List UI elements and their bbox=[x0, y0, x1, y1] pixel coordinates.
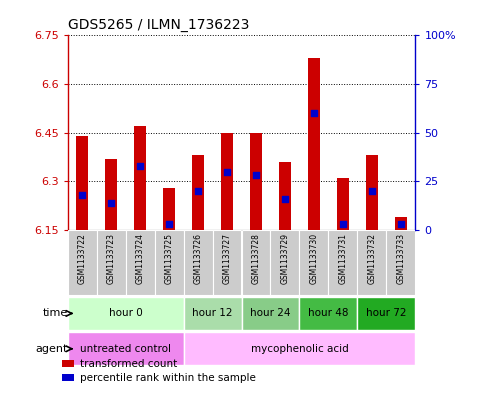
Text: hour 24: hour 24 bbox=[250, 309, 291, 318]
Text: GSM1133725: GSM1133725 bbox=[165, 233, 173, 284]
Bar bbox=[213, 230, 242, 295]
Bar bbox=[184, 332, 415, 365]
Bar bbox=[192, 155, 204, 230]
Text: percentile rank within the sample: percentile rank within the sample bbox=[80, 373, 256, 382]
Bar bbox=[242, 297, 299, 330]
Point bbox=[223, 169, 231, 175]
Text: GSM1133729: GSM1133729 bbox=[281, 233, 289, 284]
Point bbox=[136, 163, 144, 169]
Text: GSM1133731: GSM1133731 bbox=[339, 233, 347, 284]
Text: hour 12: hour 12 bbox=[192, 309, 233, 318]
Bar bbox=[366, 155, 378, 230]
Bar bbox=[279, 162, 291, 230]
Bar bbox=[68, 230, 97, 295]
Text: transformed count: transformed count bbox=[80, 358, 177, 369]
Bar bbox=[155, 230, 184, 295]
Text: hour 0: hour 0 bbox=[109, 309, 142, 318]
Text: time: time bbox=[43, 309, 68, 318]
Bar bbox=[68, 297, 184, 330]
Text: hour 48: hour 48 bbox=[308, 309, 349, 318]
Text: GSM1133722: GSM1133722 bbox=[78, 233, 86, 284]
Text: hour 72: hour 72 bbox=[366, 309, 407, 318]
Bar bbox=[184, 230, 213, 295]
Bar bbox=[76, 136, 88, 230]
Text: GSM1133724: GSM1133724 bbox=[136, 233, 144, 284]
Bar bbox=[328, 230, 357, 295]
Bar bbox=[68, 332, 184, 365]
Point bbox=[165, 221, 173, 227]
Point bbox=[368, 188, 376, 194]
Point bbox=[281, 196, 289, 202]
Text: GSM1133723: GSM1133723 bbox=[107, 233, 115, 284]
Text: GDS5265 / ILMN_1736223: GDS5265 / ILMN_1736223 bbox=[68, 18, 249, 31]
Bar bbox=[184, 297, 242, 330]
Bar bbox=[62, 360, 74, 367]
Bar bbox=[97, 230, 126, 295]
Bar bbox=[221, 132, 233, 230]
Point bbox=[107, 200, 115, 206]
Bar bbox=[299, 230, 328, 295]
Bar bbox=[299, 297, 357, 330]
Bar bbox=[357, 297, 415, 330]
Bar bbox=[337, 178, 349, 230]
Bar bbox=[242, 230, 270, 295]
Text: GSM1133727: GSM1133727 bbox=[223, 233, 231, 284]
Bar bbox=[126, 230, 155, 295]
Text: mycophenolic acid: mycophenolic acid bbox=[251, 344, 348, 354]
Text: GSM1133726: GSM1133726 bbox=[194, 233, 202, 284]
Text: agent: agent bbox=[35, 344, 68, 354]
Point bbox=[194, 188, 202, 194]
Bar bbox=[308, 58, 320, 230]
Text: GSM1133730: GSM1133730 bbox=[310, 233, 318, 284]
Bar bbox=[105, 158, 117, 230]
Bar bbox=[62, 374, 74, 381]
Text: GSM1133728: GSM1133728 bbox=[252, 233, 260, 284]
Bar bbox=[250, 132, 262, 230]
Text: GSM1133733: GSM1133733 bbox=[397, 233, 405, 284]
Point bbox=[339, 221, 347, 227]
Bar bbox=[134, 126, 146, 230]
Bar bbox=[386, 230, 415, 295]
Point bbox=[252, 172, 260, 178]
Text: GSM1133732: GSM1133732 bbox=[368, 233, 376, 284]
Text: untreated control: untreated control bbox=[80, 344, 171, 354]
Bar bbox=[163, 188, 175, 230]
Bar bbox=[357, 230, 386, 295]
Point bbox=[310, 110, 318, 116]
Point bbox=[78, 192, 86, 198]
Bar bbox=[395, 217, 407, 230]
Bar bbox=[270, 230, 299, 295]
Point bbox=[397, 221, 405, 227]
